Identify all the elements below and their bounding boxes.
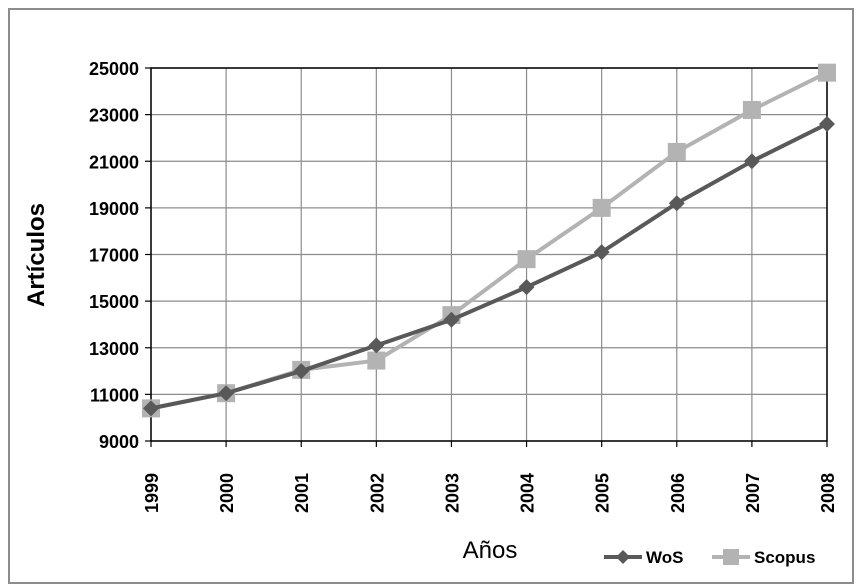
x-tick-label: 2004 xyxy=(518,473,538,513)
legend: WoS Scopus xyxy=(604,548,815,567)
x-tick-label: 2007 xyxy=(743,473,763,513)
data-point-scopus xyxy=(742,100,761,119)
x-tick-labels: 1999 2000 2001 2002 2003 2004 2005 2006 2007 2008 xyxy=(142,441,838,513)
x-axis-title: Años xyxy=(463,537,518,564)
x-tick-label: 2008 xyxy=(818,473,838,513)
y-tick-label: 11000 xyxy=(90,385,139,405)
y-tick-label: 9000 xyxy=(99,432,139,452)
series-layer xyxy=(142,63,836,418)
x-tick-label: 2002 xyxy=(367,473,387,513)
data-point-scopus xyxy=(667,142,686,161)
data-point-wos xyxy=(593,244,610,261)
data-point-scopus xyxy=(592,198,611,217)
x-tick-label: 2006 xyxy=(668,473,688,513)
x-tick-label: 2000 xyxy=(217,473,237,513)
data-point-wos xyxy=(743,153,760,170)
data-point-wos xyxy=(293,363,310,380)
data-point-scopus xyxy=(367,351,386,370)
data-point-wos xyxy=(218,385,235,402)
legend-label-wos: WoS xyxy=(646,548,683,567)
x-tick-label: 2001 xyxy=(292,473,312,513)
series-wos xyxy=(143,115,835,417)
data-point-wos xyxy=(819,115,835,132)
series-scopus xyxy=(142,63,836,418)
y-tick-label: 17000 xyxy=(89,246,139,266)
legend-marker-wos xyxy=(616,550,630,564)
series-line-wos xyxy=(150,122,828,411)
data-point-wos xyxy=(143,400,159,417)
legend-label-scopus: Scopus xyxy=(754,548,815,567)
chart-frame xyxy=(8,8,854,584)
series-line-scopus xyxy=(150,70,828,411)
data-point-wos xyxy=(443,311,460,328)
data-point-wos xyxy=(368,337,385,354)
y-tick-label: 25000 xyxy=(89,59,139,79)
y-tick-label: 15000 xyxy=(89,292,139,312)
x-tick-label: 2005 xyxy=(593,473,613,513)
y-tick-label: 21000 xyxy=(89,152,139,172)
y-tick-label: 23000 xyxy=(89,106,139,126)
y-axis-title: Artículos xyxy=(23,203,50,307)
data-point-wos xyxy=(518,279,535,296)
legend-marker-scopus xyxy=(723,549,739,565)
y-tick-label: 13000 xyxy=(89,339,139,359)
data-point-scopus xyxy=(818,63,836,82)
data-point-scopus xyxy=(517,250,536,269)
data-point-wos xyxy=(668,195,685,212)
y-tick-label: 19000 xyxy=(89,199,139,219)
y-tick-labels: 9000 11000 13000 15000 17000 19000 21000 23000 2… xyxy=(89,59,151,452)
x-tick-label: 2003 xyxy=(442,473,462,513)
x-tick-label: 1999 xyxy=(142,473,162,513)
